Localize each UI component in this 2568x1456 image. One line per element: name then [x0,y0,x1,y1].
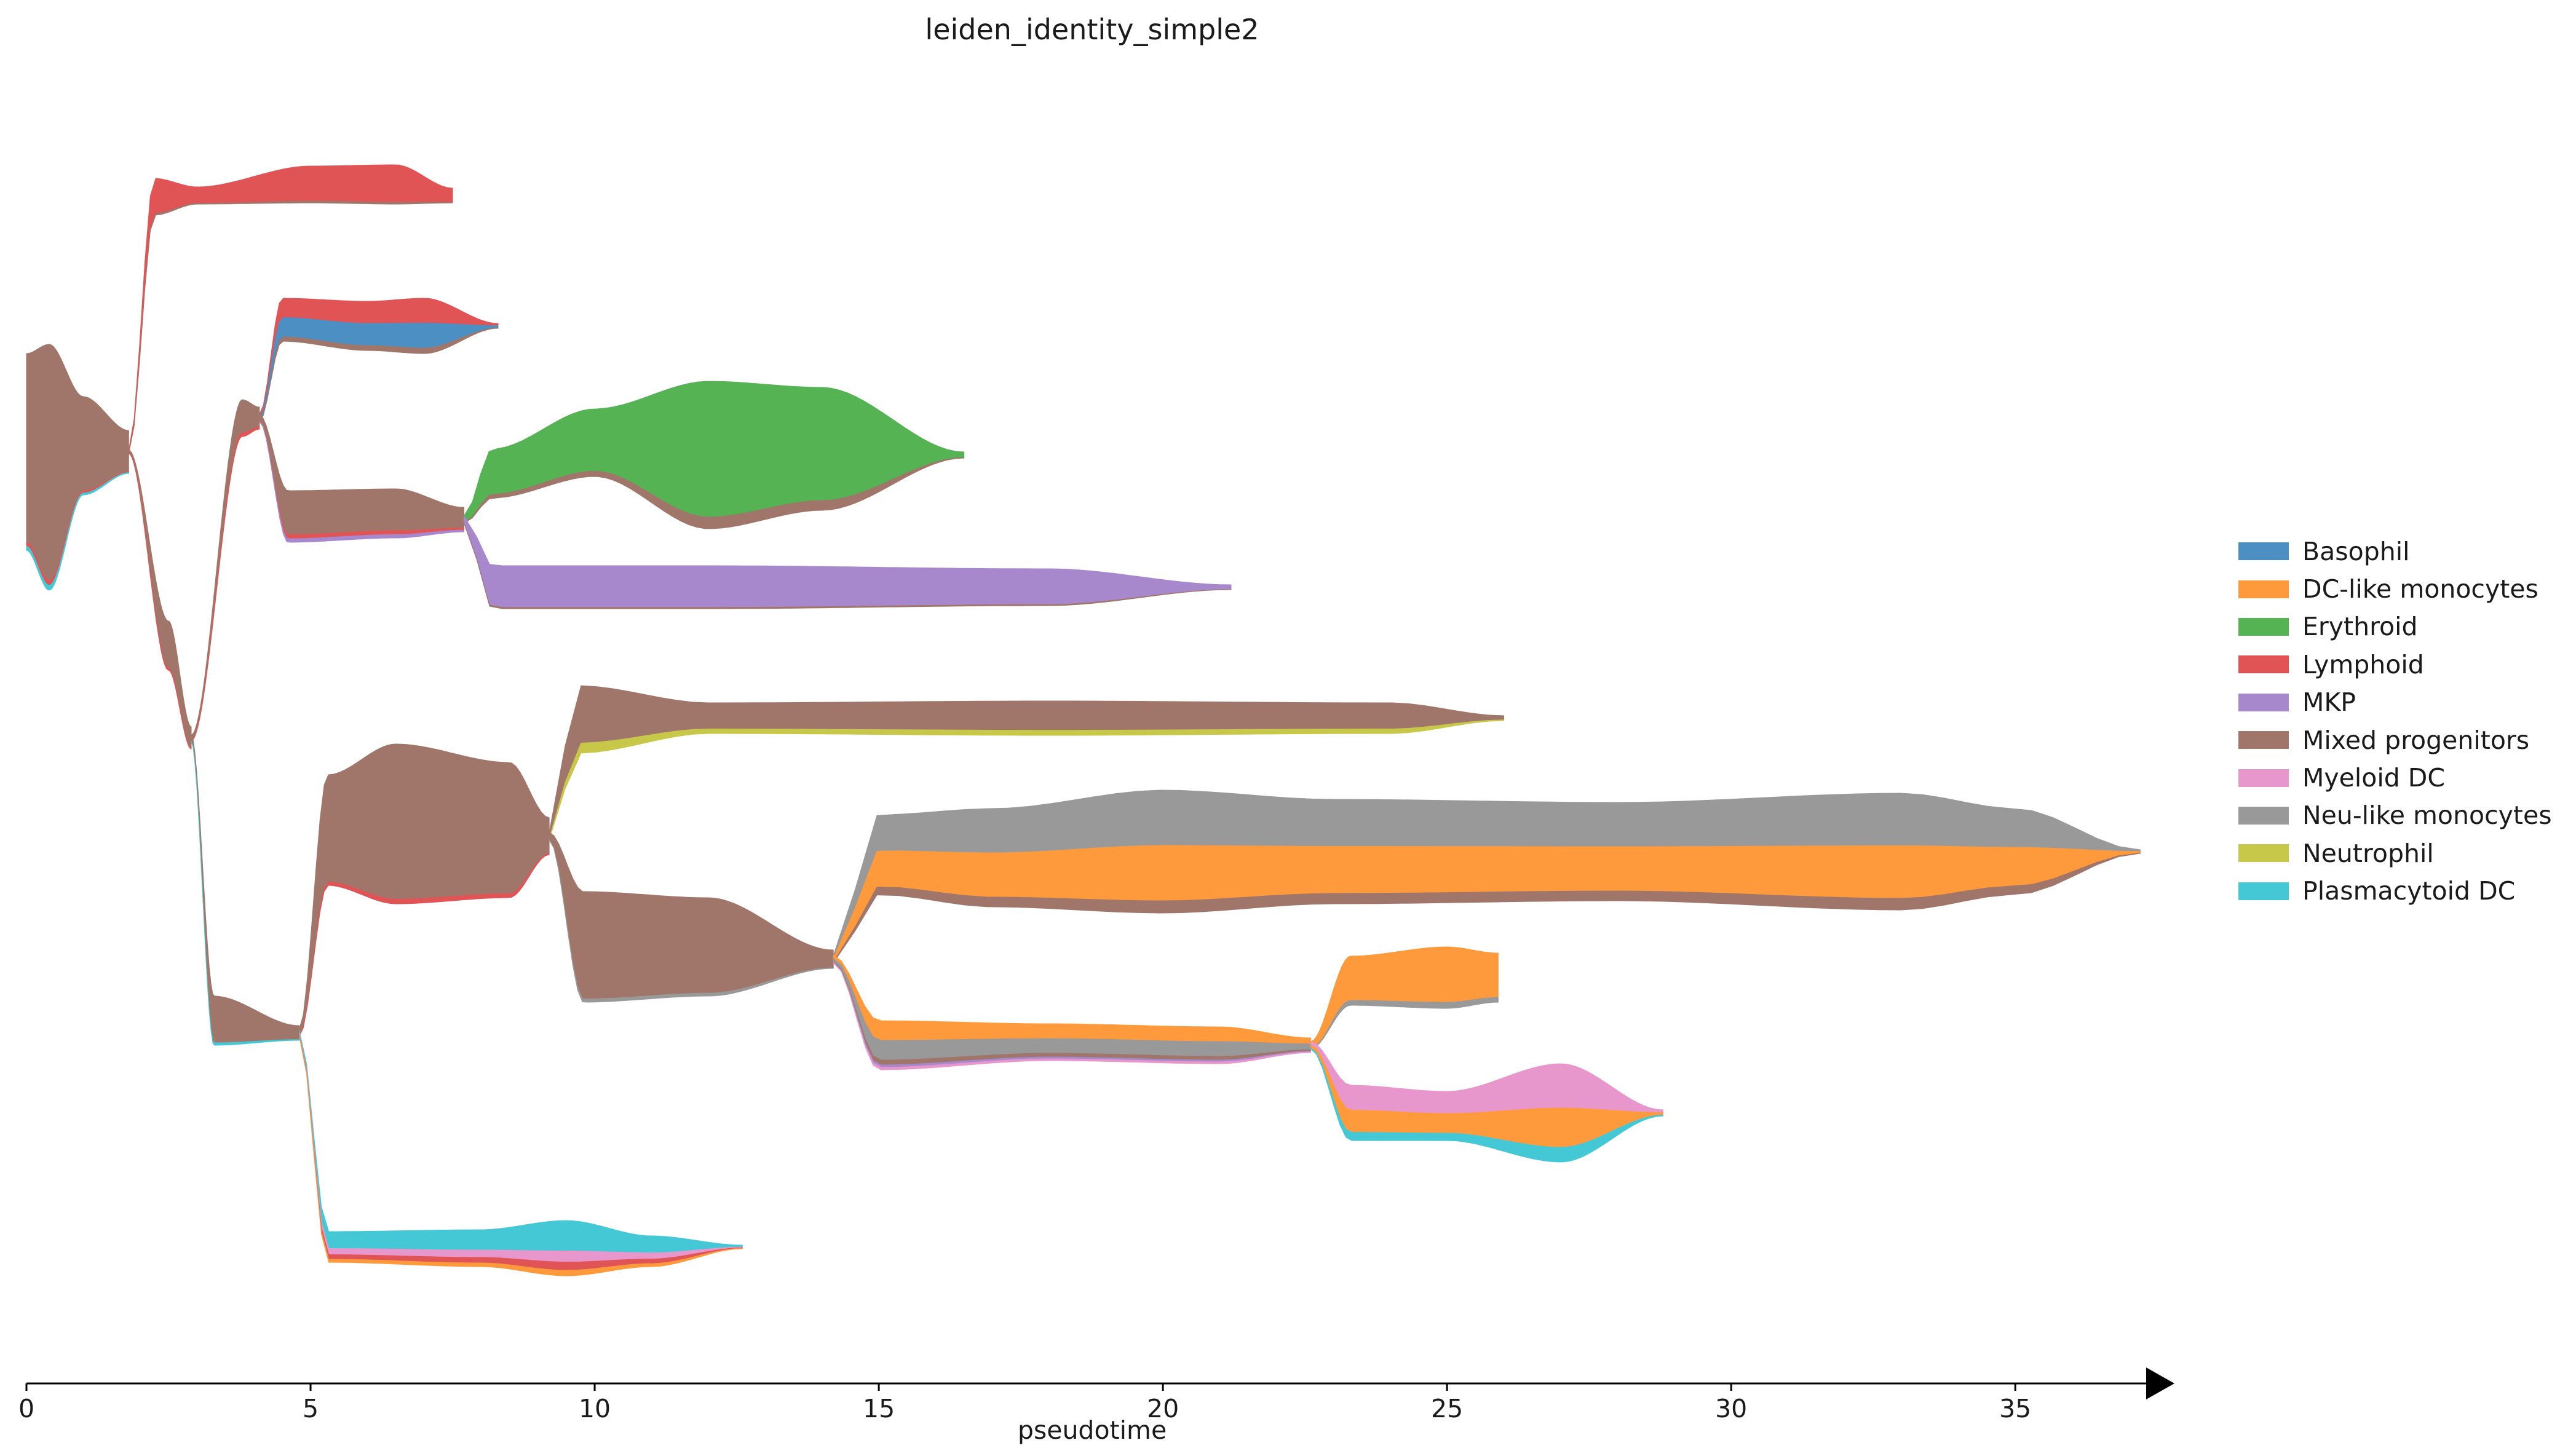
x-tick-label: 30 [1715,1394,1747,1423]
legend-item: Neu-like monocytes [2238,797,2552,834]
x-tick-label: 0 [18,1394,34,1423]
stream-erythroid-mixed-progenitors [464,457,965,529]
stream-root-plasmacytoid-dc [26,472,129,591]
x-axis: 0 5 10 15 20 25 30 35 pseudotime [18,1367,2174,1445]
legend-swatch [2238,693,2289,711]
stream-mkp-mixed-progenitors [464,523,1232,609]
stream-myeloid-dc-myeloid-dc [1310,1041,1663,1114]
legend-swatch [2238,542,2289,561]
legend-swatch [2238,580,2289,598]
legend-swatch [2238,844,2289,863]
legend-swatch [2238,617,2289,636]
legend-label: Mixed progenitors [2302,725,2530,755]
stream-pdc-dc-like-monocytes [299,1035,743,1276]
stream-stem-c-mixed-progenitors [191,734,299,1043]
stream-neutrophil-neutrophil [549,719,1504,841]
legend-swatch [2238,731,2289,750]
legend-item: Neutrophil [2238,834,2552,872]
stream-stem-c-plasmacytoid-dc [191,741,299,1046]
legend-item: DC-like monocytes [2238,570,2552,607]
x-tick-label: 5 [303,1394,319,1423]
stream-dc-mono-neu-like-monocytes [1310,997,1499,1050]
stream-mono-lower-neu-like-monocytes [833,957,1311,1061]
stream-basophil-lymphoid-lymphoid [259,298,499,418]
legend-label: DC-like monocytes [2302,574,2538,604]
legend-label: Plasmacytoid DC [2302,876,2516,906]
legend-swatch [2238,769,2289,787]
stream-gmp-lymphoid [299,853,550,1037]
stream-root-mixed-progenitors [26,344,129,581]
legend-item: Myeloid DC [2238,759,2552,796]
stream-mkp-mkp [464,515,1232,608]
legend-item: Lymphoid [2238,646,2552,683]
x-axis-arrow-icon [2146,1367,2174,1399]
stream-gmp-mixed-progenitors [299,743,550,1037]
stream-mono-progenitor-mixed-progenitors [549,832,834,1000]
legend-item: Plasmacytoid DC [2238,872,2552,910]
legend-label: Myeloid DC [2302,763,2445,793]
legend-swatch [2238,806,2289,825]
stream-erythroid-erythroid [464,381,965,523]
x-tick-label: 15 [863,1394,895,1423]
stream-basophil-lymphoid-basophil [259,317,499,422]
chart-title: leiden_identity_simple2 [925,13,1259,46]
stream-mono-progenitor-neu-like-monocytes [549,838,834,1003]
legend-item: Basophil [2238,532,2552,570]
stream-mono-upper-mixed-progenitors [833,852,2141,964]
legend-item: MKP [2238,684,2552,721]
stream-stem-b-mixed-progenitors [191,399,260,741]
x-axis-label: pseudotime [1018,1415,1167,1445]
stream-stem-a-lymphoid [128,453,192,750]
stream-basophil-lymphoid-mixed-progenitors [259,327,499,423]
x-tick-label: 25 [1431,1394,1463,1423]
x-tick-label: 10 [579,1394,611,1423]
stream-mono-lower-myeloid-dc [833,962,1311,1070]
legend-label: MKP [2302,687,2356,718]
x-tick-label: 35 [1999,1394,2031,1423]
legend-label: Basophil [2302,536,2410,566]
stream-dc-mono-dc-like-monocytes [1310,946,1499,1049]
stream-mep-mixed-progenitors [259,413,464,535]
x-tick-label: 20 [1147,1394,1179,1423]
stream-lymphoid-top-mixed-progenitors [128,200,453,454]
stream-mono-lower-dc-like-monocytes [833,955,1311,1045]
legend-swatch [2238,882,2289,900]
stream-mep-mkp [259,420,464,543]
stream-myeloid-dc-plasmacytoid-dc [1310,1047,1663,1163]
legend-label: Neu-like monocytes [2302,801,2552,831]
legend-item: Erythroid [2238,608,2552,646]
legend-label: Erythroid [2302,612,2418,642]
legend-label: Lymphoid [2302,649,2424,679]
legend-swatch [2238,655,2289,674]
stream-pdc-plasmacytoid-dc [299,1029,743,1253]
stream-layer [26,164,2141,1276]
legend-label: Neutrophil [2302,838,2434,868]
legend-item: Mixed progenitors [2238,721,2552,759]
legend: Basophil DC-like monocytes Erythroid Lympho… [2238,532,2552,910]
stream-stem-b-lymphoid [191,426,260,742]
x-axis-ticks: 0 5 10 15 20 25 30 35 [18,1383,2031,1423]
stream-stem-a-mixed-progenitors [128,449,192,748]
